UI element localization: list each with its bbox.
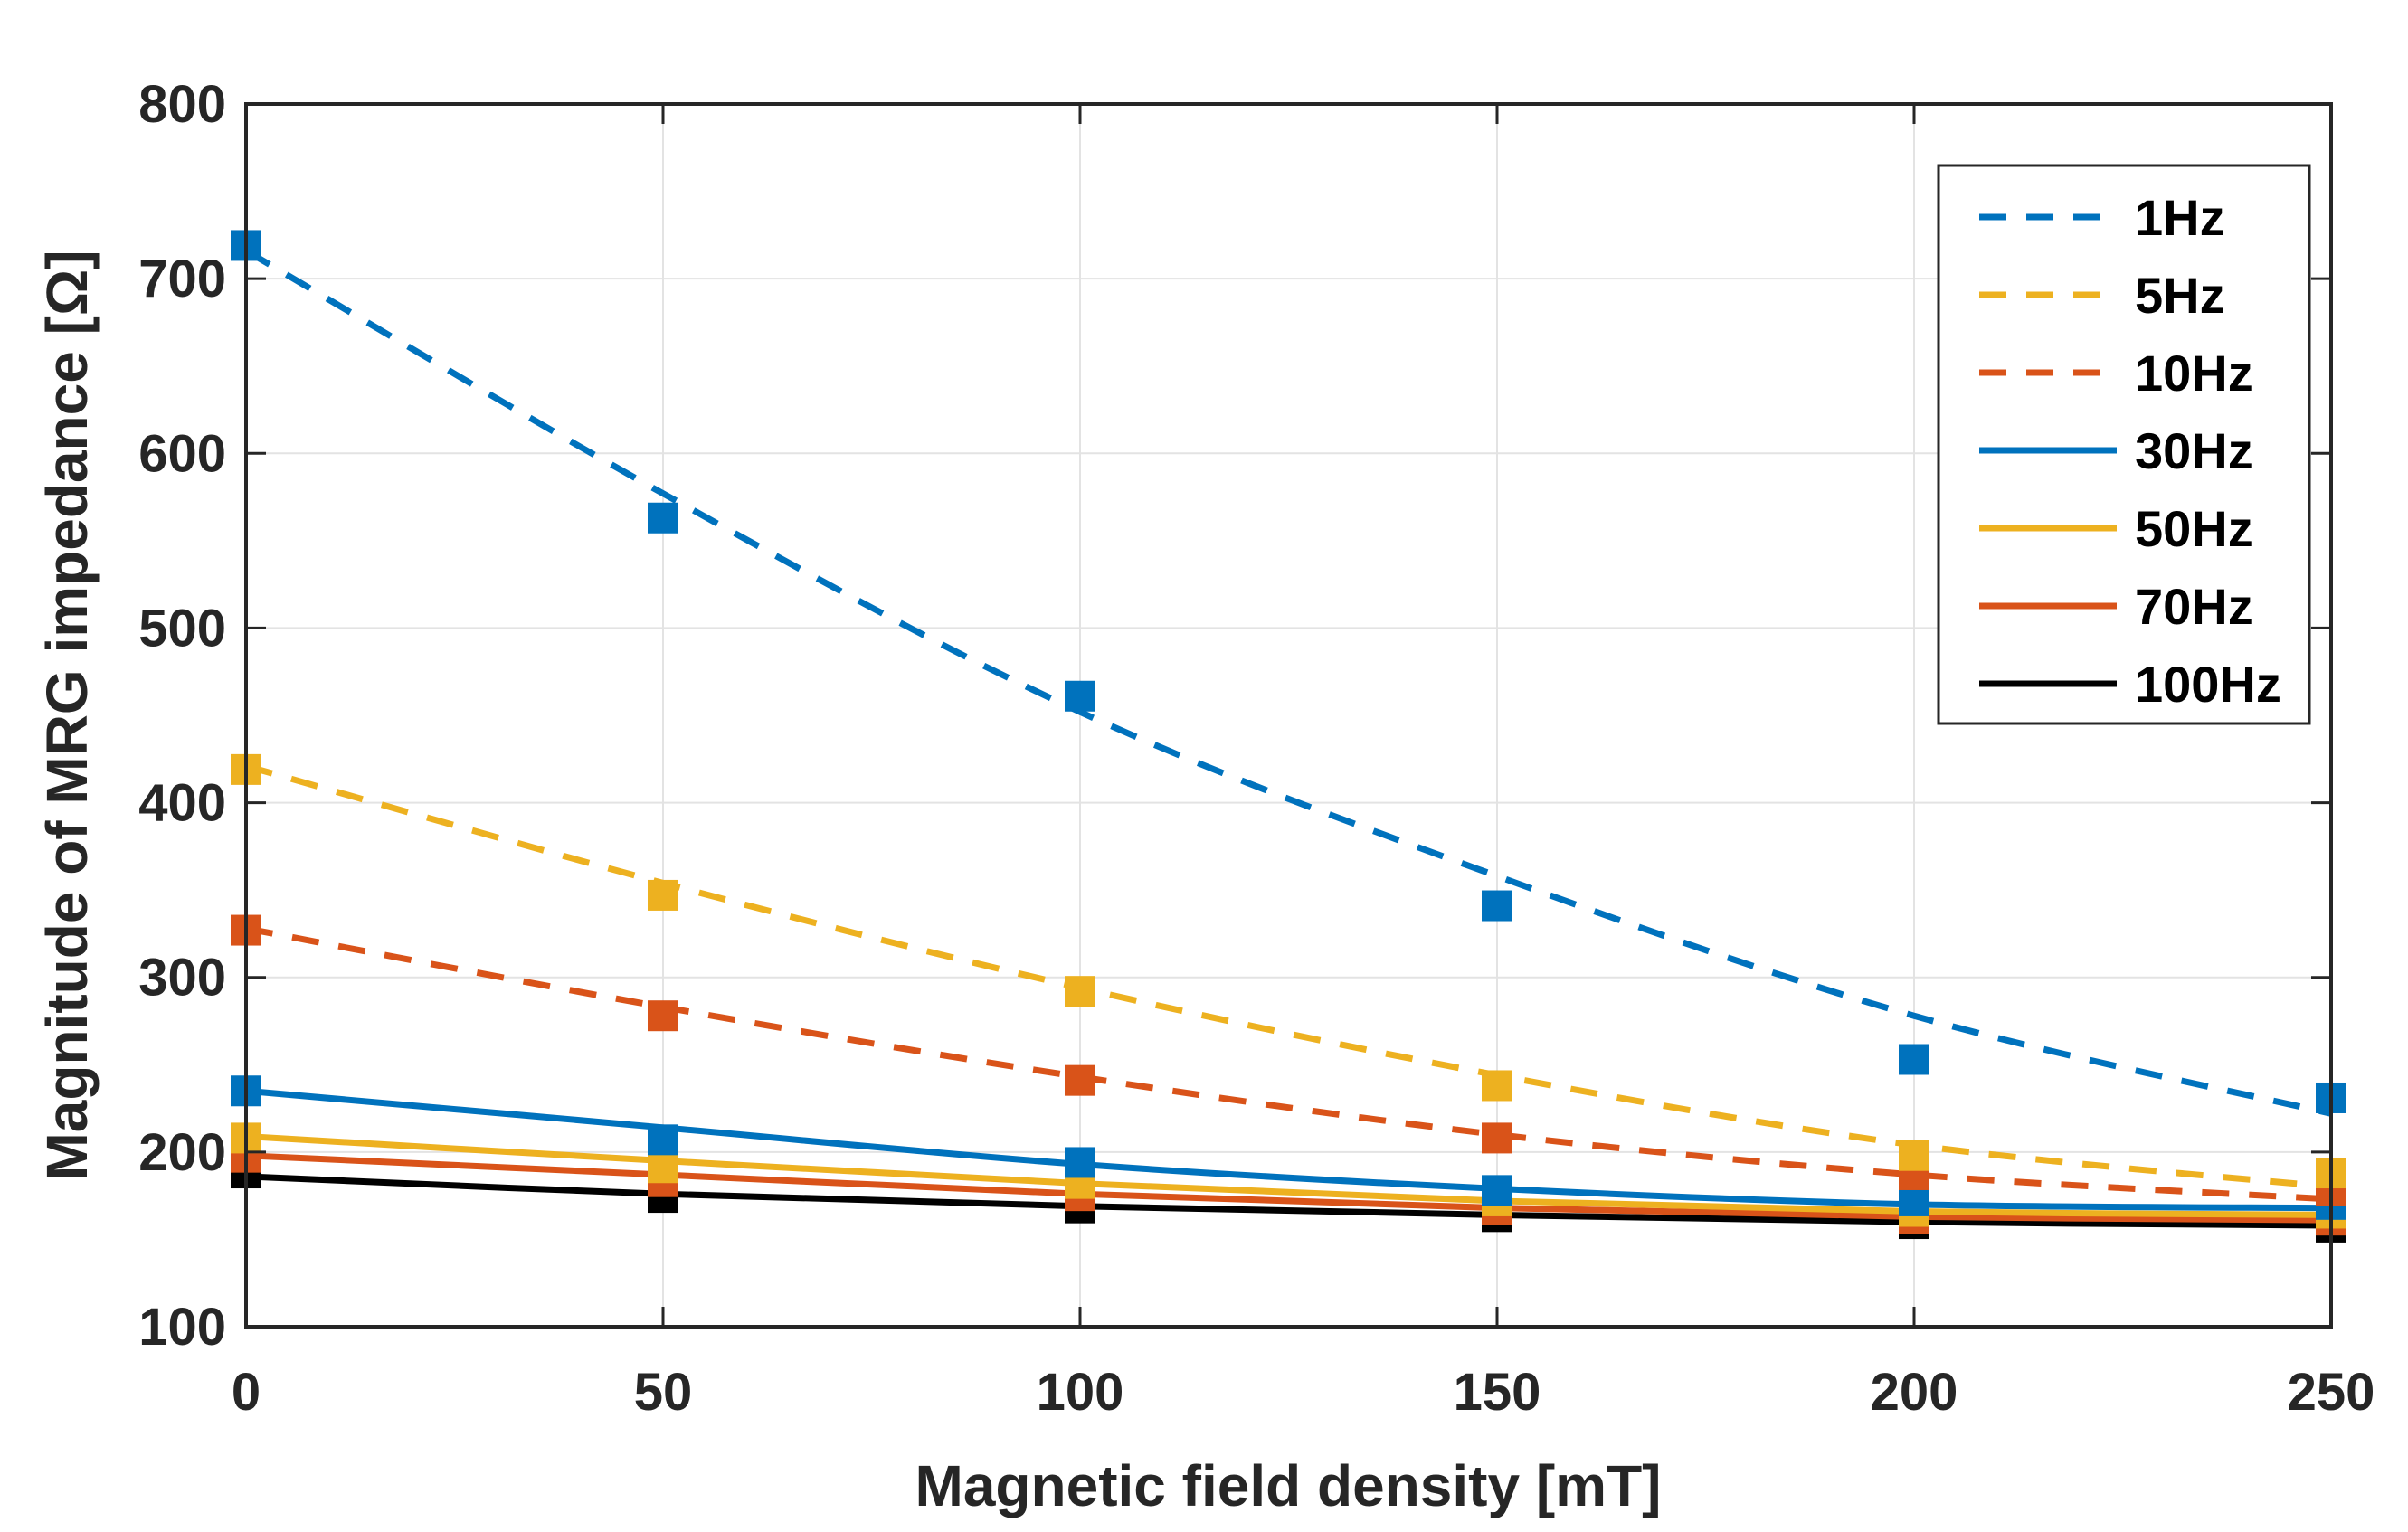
data-point-30hz bbox=[1065, 1147, 1095, 1178]
legend-label: 1Hz bbox=[2135, 189, 2225, 246]
x-axis-title: Magnetic field density [mT] bbox=[915, 1453, 1662, 1518]
y-tick-label: 800 bbox=[138, 75, 226, 134]
x-tick-label: 250 bbox=[2288, 1363, 2375, 1422]
data-point-5hz bbox=[648, 879, 678, 911]
y-tick-label: 400 bbox=[138, 774, 226, 833]
y-tick-label: 300 bbox=[138, 949, 226, 1007]
x-tick-label: 0 bbox=[232, 1363, 261, 1422]
data-point-1hz bbox=[1065, 680, 1095, 712]
data-point-10hz bbox=[648, 1000, 678, 1032]
series-line-70hz bbox=[245, 1152, 2332, 1224]
legend-label: 30Hz bbox=[2135, 422, 2253, 479]
x-tick-label: 200 bbox=[1871, 1363, 1958, 1422]
x-tick-label: 50 bbox=[634, 1363, 693, 1422]
series-line-100hz bbox=[245, 1173, 2332, 1229]
data-point-1hz bbox=[648, 502, 678, 534]
legend-label: 10Hz bbox=[2135, 345, 2253, 402]
tick-labels: 0 50 100 150 200 250 100 200 300 400 500 600 700 800 bbox=[138, 75, 2375, 1422]
legend-label: 50Hz bbox=[2135, 500, 2253, 557]
plot-frame bbox=[244, 102, 2333, 1329]
data-point-10hz bbox=[1482, 1122, 1512, 1154]
data-point-5hz bbox=[1482, 1070, 1512, 1102]
data-point-5hz bbox=[1065, 976, 1095, 1007]
data-point-50hz bbox=[648, 1152, 678, 1184]
data-point-1hz bbox=[1899, 1044, 1929, 1075]
data-point-5hz bbox=[1899, 1140, 1929, 1171]
series-line-1hz bbox=[244, 248, 2332, 1117]
series-line-50hz bbox=[245, 1132, 2332, 1218]
legend: 1Hz 5Hz 10Hz 30Hz 50Hz 70Hz 100Hz bbox=[1937, 164, 2311, 725]
data-point-1hz bbox=[1482, 890, 1512, 922]
data-point-30hz bbox=[648, 1124, 678, 1156]
y-tick-label: 200 bbox=[138, 1123, 226, 1182]
y-tick-label: 700 bbox=[138, 250, 226, 308]
x-tick-label: 150 bbox=[1454, 1363, 1541, 1422]
data-point-10hz bbox=[1065, 1064, 1095, 1096]
y-tick-label: 100 bbox=[138, 1298, 226, 1357]
data-point-30hz bbox=[1899, 1185, 1929, 1216]
legend-label: 70Hz bbox=[2135, 578, 2253, 635]
y-tick-label: 600 bbox=[138, 424, 226, 483]
y-tick-label: 500 bbox=[138, 599, 226, 657]
legend-label: 100Hz bbox=[2135, 656, 2281, 713]
legend-label: 5Hz bbox=[2135, 267, 2225, 324]
series-line-10hz bbox=[245, 925, 2332, 1203]
series-lines bbox=[244, 248, 2332, 1229]
legend-box bbox=[1937, 164, 2311, 725]
y-axis-title: Magnitude of MRG impedance [Ω] bbox=[34, 250, 100, 1180]
series-line-30hz bbox=[245, 1087, 2332, 1212]
x-tick-label: 100 bbox=[1037, 1363, 1124, 1422]
data-point-30hz bbox=[1482, 1175, 1512, 1206]
ticks bbox=[244, 102, 2333, 1329]
